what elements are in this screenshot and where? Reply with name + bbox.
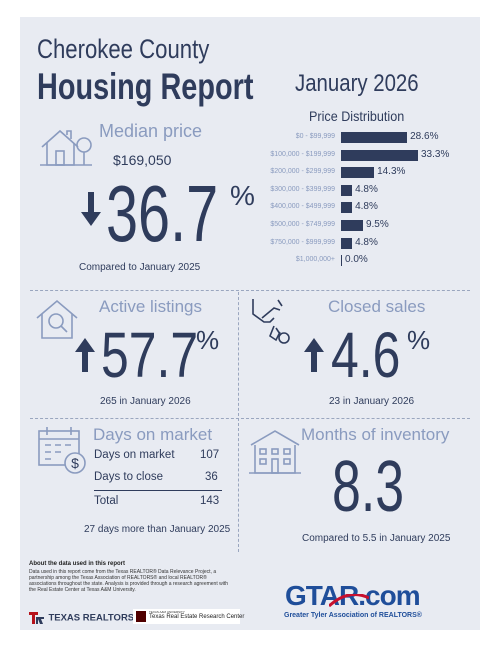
divider-horizontal-1 — [30, 290, 470, 291]
median-price-percent: % — [230, 180, 255, 211]
research-center-logo: TEXAS A&M UNIVERSITY Texas Real Estate R… — [133, 609, 244, 624]
divider-horizontal-2 — [30, 418, 470, 419]
price-distribution-title: Price Distribution — [309, 108, 405, 124]
price-bucket-label: $100,000 - $199,999 — [270, 150, 335, 158]
price-bucket-bar — [341, 220, 363, 231]
months-inventory-value: 8.3 — [332, 447, 405, 527]
price-bucket-bar — [341, 149, 418, 161]
closed-sales-detail: 23 in January 2026 — [329, 396, 415, 407]
price-bucket-bar — [341, 184, 353, 196]
dtc-row-label: Days to close — [94, 471, 164, 483]
tamu-small-text: TEXAS A&M UNIVERSITY — [149, 610, 185, 614]
closed-sales-percent: % — [407, 325, 431, 355]
total-row-value: 143 — [200, 495, 220, 507]
median-price-value: $169,050 — [113, 152, 172, 168]
price-bucket-label: $1,000,000+ — [295, 256, 335, 264]
price-bucket-value: 4.8% — [355, 183, 378, 195]
active-listings-change: 57.7 — [101, 319, 199, 391]
price-bucket-value: 33.3% — [421, 148, 450, 160]
price-bucket-bar — [341, 132, 408, 143]
price-bucket-value: 4.8% — [355, 236, 378, 248]
months-inventory-label: Months of inventory — [301, 425, 450, 444]
active-listings-label: Active listings — [99, 297, 202, 316]
price-bucket-label: $500,000 - $749,999 — [270, 221, 335, 228]
gtar-logo: GTAR.com — [285, 580, 435, 611]
price-bucket-bar — [341, 167, 375, 179]
svg-text:$: $ — [71, 455, 79, 471]
price-bucket-bar — [341, 237, 353, 249]
active-listings-percent: % — [196, 325, 220, 355]
months-inventory-comparison: Compared to 5.5 in January 2025 — [302, 533, 451, 544]
building-icon — [249, 429, 301, 480]
report-title-line1: Cherokee County — [37, 34, 210, 64]
tamu-logo-mark — [136, 611, 146, 622]
price-bucket-label: $400,000 - $499,999 — [270, 203, 335, 211]
up-arrow-icon — [75, 338, 95, 377]
report-title-line2: Housing Report — [37, 66, 254, 107]
median-price-comparison: Compared to January 2025 — [79, 262, 201, 273]
dtc-row-value: 36 — [205, 471, 218, 483]
active-listings-detail: 265 in January 2026 — [100, 396, 191, 407]
price-bucket-label: $0 - $99,999 — [295, 133, 335, 140]
calendar-dollar-icon: $ — [37, 425, 89, 480]
median-price-label: Median price — [99, 121, 203, 141]
price-bucket-label: $750,000 - $999,999 — [270, 238, 335, 246]
price-bucket-label: $300,000 - $399,999 — [270, 185, 335, 193]
price-distribution-chart: $0 - $99,999 28.6% $100,000 - $199,999 33.3… — [0, 0, 500, 300]
up-arrow-icon — [304, 338, 324, 377]
texas-realtors-logo: TEXAS REALTORS — [29, 609, 134, 627]
dom-row-label: Days on market — [94, 449, 175, 461]
down-arrow-icon — [81, 192, 101, 231]
price-bucket-bar — [341, 202, 353, 214]
texas-realtors-text: TEXAS REALTORS — [48, 612, 135, 624]
divider-vertical — [238, 292, 239, 552]
price-bucket-value: 28.6% — [410, 131, 439, 142]
gtar-tagline: Greater Tyler Association of REALTORS® — [284, 612, 422, 619]
magnifier-house-icon — [34, 298, 80, 347]
dom-row-value: 107 — [200, 449, 220, 461]
price-bucket-label: $200,000 - $299,999 — [270, 168, 335, 176]
closed-sales-change: 4.6 — [331, 319, 401, 391]
price-bucket-bar — [341, 255, 342, 267]
median-price-change: 36.7 — [106, 169, 219, 258]
total-divider-line — [94, 490, 222, 491]
days-on-market-label: Days on market — [93, 425, 213, 444]
gtar-swoosh-icon — [329, 594, 369, 608]
closed-sales-label: Closed sales — [328, 297, 426, 316]
hand-key-icon — [250, 296, 300, 357]
report-card — [20, 17, 480, 630]
price-bucket-value: 0.0% — [345, 254, 368, 266]
house-icon — [38, 125, 94, 174]
days-on-market-comparison: 27 days more than January 2025 — [84, 524, 231, 535]
price-bucket-value: 4.8% — [355, 201, 378, 213]
research-center-name: Texas Real Estate Research Center — [149, 614, 245, 620]
price-bucket-value: 14.3% — [377, 166, 406, 178]
report-period: January 2026 — [295, 70, 419, 97]
about-data-title: About the data used in this report — [29, 561, 126, 567]
price-bucket-value: 9.5% — [365, 219, 389, 230]
total-row-label: Total — [94, 495, 119, 507]
about-data-text: Data used in this report come from the T… — [29, 569, 229, 593]
